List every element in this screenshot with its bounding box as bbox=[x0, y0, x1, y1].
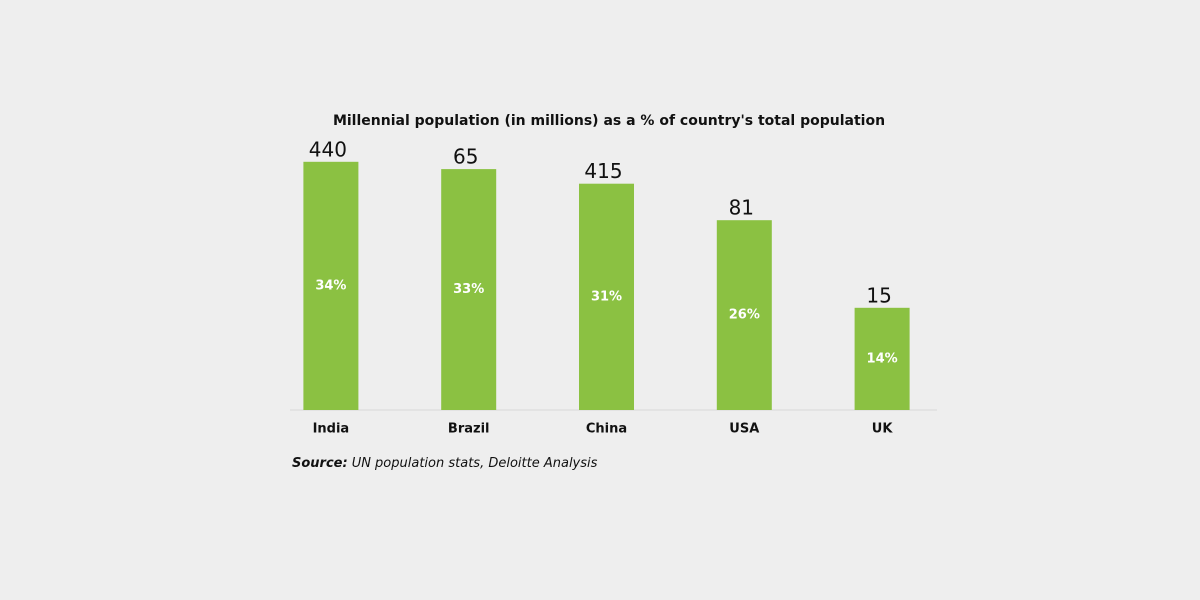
bar bbox=[303, 161, 359, 410]
bar bbox=[579, 183, 634, 410]
value-label: 26% bbox=[729, 308, 760, 323]
source-text: UN population stats, Deloitte Analysis bbox=[352, 456, 598, 471]
bar bbox=[854, 307, 910, 410]
x-tick-label: India bbox=[313, 422, 350, 437]
x-tick-label: China bbox=[586, 422, 627, 437]
x-tick-label: UK bbox=[872, 422, 894, 437]
source-label: Source: bbox=[292, 456, 348, 471]
value-label: 34% bbox=[315, 278, 346, 293]
value-label: 14% bbox=[867, 351, 898, 366]
x-tick-label: USA bbox=[729, 422, 759, 437]
population-label: 65 bbox=[453, 145, 478, 169]
value-label: 33% bbox=[453, 282, 484, 297]
value-label: 31% bbox=[591, 289, 622, 304]
population-label: 415 bbox=[584, 159, 622, 183]
population-label: 15 bbox=[866, 283, 891, 307]
bar bbox=[441, 169, 497, 410]
bar bbox=[716, 220, 772, 410]
x-tick-label: Brazil bbox=[448, 422, 490, 437]
source: Source: UN population stats, Deloitte Ana… bbox=[292, 456, 598, 471]
chart-title: Millennial population (in millions) as a… bbox=[333, 113, 885, 129]
population-label: 440 bbox=[309, 137, 347, 161]
population-label: 81 bbox=[729, 196, 754, 220]
